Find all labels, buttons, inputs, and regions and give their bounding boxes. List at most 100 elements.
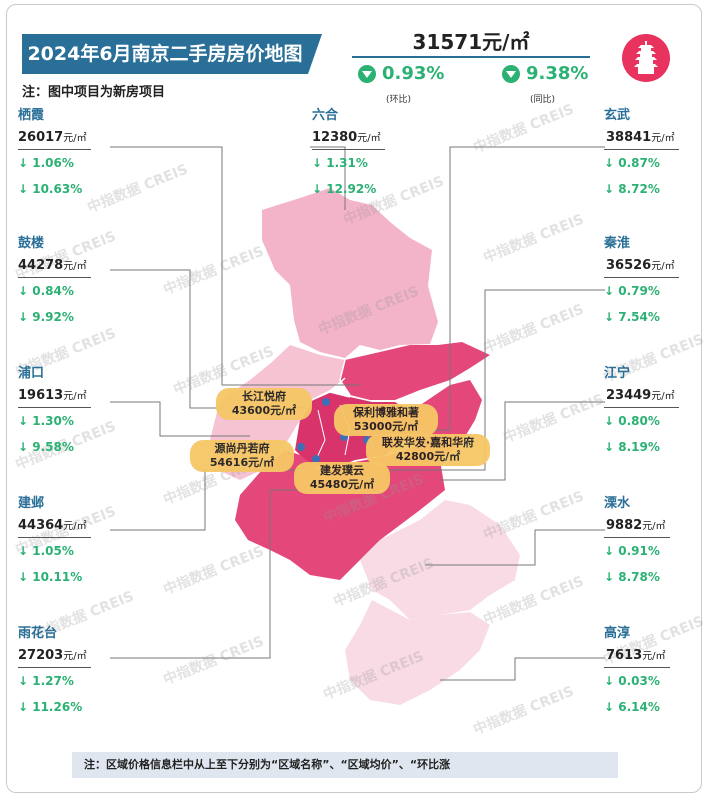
project-name: 建发璞云 xyxy=(320,464,364,477)
district-price: 9882元/㎡ xyxy=(604,515,670,538)
project-name: 保利博雅和著 xyxy=(353,406,419,419)
district-price: 38841元/㎡ xyxy=(604,127,679,150)
district-yoy: ↓ 8.72% xyxy=(604,182,660,196)
district-pukou: 浦口 19613元/㎡ ↓ 1.30% ↓ 9.58% xyxy=(18,364,188,460)
down-arrow-icon xyxy=(502,64,520,83)
district-mom: ↓ 0.91% xyxy=(604,544,660,558)
district-lishui: 溧水 9882元/㎡ ↓ 0.91% ↓ 8.78% xyxy=(604,494,700,590)
bottom-note: 注：区域价格信息栏中从上至下分别为“区域名称”、“区域均价”、“环比涨 xyxy=(72,752,618,778)
district-price: 7613元/㎡ xyxy=(604,645,670,668)
district-name: 六合 xyxy=(312,108,339,123)
district-mom: ↓ 0.80% xyxy=(604,414,660,428)
district-liuhe: 六合 12380元/㎡ ↓ 1.31% ↓ 12.92% xyxy=(312,106,432,202)
pagoda-logo-icon xyxy=(622,34,670,82)
mom-change: 0.93% xyxy=(358,63,444,84)
project-name: 长江悦府 xyxy=(242,390,286,403)
leader-liuhe xyxy=(310,146,346,210)
project-dot-changjiang xyxy=(322,398,330,406)
district-price: 44278元/㎡ xyxy=(18,255,91,278)
project-label-baoli: 保利博雅和著 53000元/㎡ xyxy=(334,404,438,436)
district-mom: ↓ 1.30% xyxy=(18,414,74,428)
subtitle-note: 注：图中项目为新房项目 xyxy=(22,85,166,100)
district-price: 12380元/㎡ xyxy=(312,127,385,150)
district-yoy: ↓ 7.54% xyxy=(604,310,660,324)
project-label-jianfa: 建发璞云 45480元/㎡ xyxy=(294,462,390,494)
district-name: 栖霞 xyxy=(18,108,45,123)
district-mom: ↓ 1.06% xyxy=(18,156,74,170)
project-name: 源尚丹若府 xyxy=(214,442,270,455)
district-mom: ↓ 1.31% xyxy=(312,156,368,170)
leader-yuhua xyxy=(110,489,320,659)
district-yoy: ↓ 9.58% xyxy=(18,440,74,454)
district-name: 江宁 xyxy=(604,366,631,381)
region-gaochun xyxy=(345,600,490,705)
region-jiangning xyxy=(235,445,445,580)
district-price: 36526元/㎡ xyxy=(604,255,679,278)
district-yoy: ↓ 9.92% xyxy=(18,310,74,324)
district-yoy: ↓ 6.14% xyxy=(604,700,660,714)
project-label-yuanshang: 源尚丹若府 54616元/㎡ xyxy=(190,440,294,472)
district-jianye: 建邺 44364元/㎡ ↓ 1.05% ↓ 10.11% xyxy=(18,494,188,590)
city-average-divider xyxy=(352,56,590,58)
district-name: 雨花台 xyxy=(18,626,58,641)
project-price: 45480元/㎡ xyxy=(309,478,375,491)
district-yoy: ↓ 11.26% xyxy=(18,700,83,714)
yoy-change-value: 9.38% xyxy=(526,63,589,84)
page-title: 2024年6月南京二手房房价地图 xyxy=(22,34,308,74)
district-mom: ↓ 0.79% xyxy=(604,284,660,298)
project-label-changjiang: 长江悦府 43600元/㎡ xyxy=(216,388,312,420)
leader-qinhuai xyxy=(380,289,605,471)
district-qinhuai: 秦淮 36526元/㎡ ↓ 0.79% ↓ 7.54% xyxy=(604,234,700,330)
district-jiangning: 江宁 23449元/㎡ ↓ 0.80% ↓ 8.19% xyxy=(604,364,700,460)
district-mom: ↓ 1.05% xyxy=(18,544,74,558)
yoy-label: (同比) xyxy=(530,95,556,105)
district-price: 26017元/㎡ xyxy=(18,127,91,150)
district-price: 27203元/㎡ xyxy=(18,645,91,668)
leader-qixia xyxy=(110,146,360,386)
district-name: 秦淮 xyxy=(604,236,631,251)
project-price: 42800元/㎡ xyxy=(395,450,461,463)
district-name: 建邺 xyxy=(18,496,45,511)
district-price: 44364元/㎡ xyxy=(18,515,91,538)
district-yoy: ↓ 8.19% xyxy=(604,440,660,454)
project-dot-yuanshang xyxy=(297,443,305,451)
district-name: 玄武 xyxy=(604,108,631,123)
yoy-change: 9.38% xyxy=(502,63,588,84)
mom-change-value: 0.93% xyxy=(382,63,445,84)
leader-jiangning xyxy=(440,401,605,481)
project-dot-jianfa xyxy=(312,455,320,463)
title-tail xyxy=(308,34,322,74)
region-qixia xyxy=(340,342,490,400)
city-average-price: 31571元/㎡ xyxy=(412,30,530,54)
district-gulou: 鼓楼 44278元/㎡ ↓ 0.84% ↓ 9.92% xyxy=(18,234,188,330)
region-lishui xyxy=(360,500,520,620)
district-price: 23449元/㎡ xyxy=(604,385,679,408)
project-label-lianfa: 联发华发·嘉和华府 42800元/㎡ xyxy=(366,434,490,466)
mom-label: (环比) xyxy=(386,95,412,105)
district-yoy: ↓ 12.92% xyxy=(312,182,377,196)
leader-pukou xyxy=(110,401,250,437)
district-mom: ↓ 0.84% xyxy=(18,284,74,298)
district-xuanwu: 玄武 38841元/㎡ ↓ 0.87% ↓ 8.72% xyxy=(604,106,700,202)
district-gaochun: 高淳 7613元/㎡ ↓ 0.03% ↓ 6.14% xyxy=(604,624,700,720)
leader-gaochun xyxy=(440,657,605,681)
district-name: 溧水 xyxy=(604,496,631,511)
district-mom: ↓ 0.87% xyxy=(604,156,660,170)
region-liuhe xyxy=(262,188,438,358)
district-name: 鼓楼 xyxy=(18,236,45,251)
down-arrow-icon xyxy=(358,64,376,83)
project-price: 43600元/㎡ xyxy=(231,404,297,417)
leader-lishui xyxy=(425,529,605,566)
district-mom: ↓ 0.03% xyxy=(604,674,660,688)
project-price: 53000元/㎡ xyxy=(353,420,419,433)
district-yoy: ↓ 10.63% xyxy=(18,182,83,196)
project-name: 联发华发·嘉和华府 xyxy=(381,436,475,449)
project-price: 54616元/㎡ xyxy=(209,456,275,469)
district-qixia: 栖霞 26017元/㎡ ↓ 1.06% ↓ 10.63% xyxy=(18,106,188,202)
district-name: 高淳 xyxy=(604,626,631,641)
district-price: 19613元/㎡ xyxy=(18,385,91,408)
district-yuhuatai: 雨花台 27203元/㎡ ↓ 1.27% ↓ 11.26% xyxy=(18,624,188,720)
district-mom: ↓ 1.27% xyxy=(18,674,74,688)
district-yoy: ↓ 10.11% xyxy=(18,570,83,584)
district-yoy: ↓ 8.78% xyxy=(604,570,660,584)
